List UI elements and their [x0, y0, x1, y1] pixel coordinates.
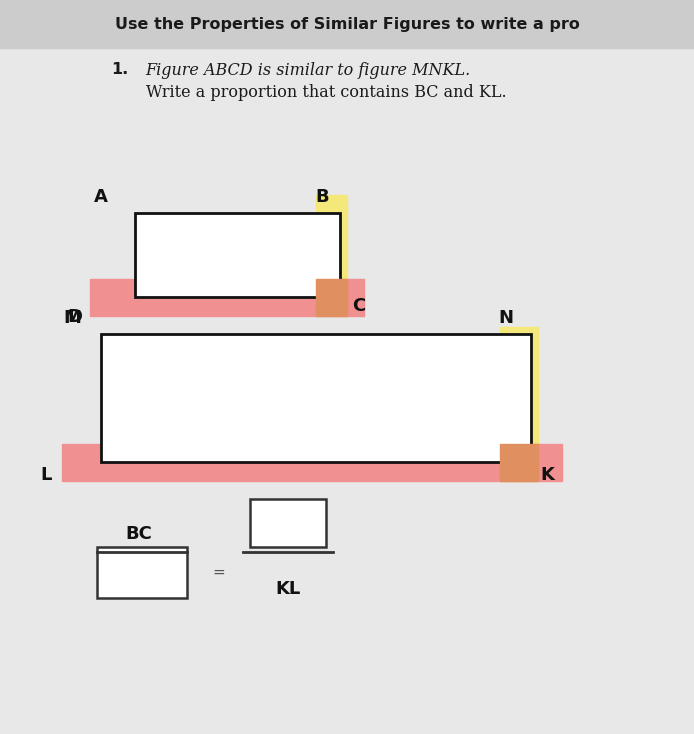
Bar [316, 195, 347, 297]
Text: =: = [212, 565, 225, 580]
Text: L: L [41, 466, 52, 484]
Text: N: N [498, 308, 514, 327]
Bar [500, 444, 538, 481]
Text: K: K [540, 466, 554, 484]
Text: C: C [353, 297, 366, 316]
Bar [0, 0, 694, 48]
Text: KL: KL [276, 580, 301, 598]
Bar [62, 444, 562, 481]
Bar [101, 334, 531, 462]
Bar [500, 327, 538, 481]
Text: BC: BC [126, 525, 152, 543]
Text: Figure ABCD is similar to figure MNKL.: Figure ABCD is similar to figure MNKL. [146, 62, 471, 79]
Bar [316, 279, 347, 316]
Bar [135, 213, 340, 297]
Bar [97, 547, 187, 598]
Text: Write a proportion that contains BC and KL.: Write a proportion that contains BC and … [146, 84, 507, 101]
Bar [250, 499, 326, 547]
Text: B: B [316, 187, 330, 206]
Bar [90, 279, 364, 316]
Text: Use the Properties of Similar Figures to write a pro: Use the Properties of Similar Figures to… [115, 17, 579, 32]
Text: M: M [63, 308, 81, 327]
Text: A: A [94, 187, 108, 206]
Text: 1.: 1. [111, 62, 128, 77]
Text: D: D [67, 308, 82, 327]
